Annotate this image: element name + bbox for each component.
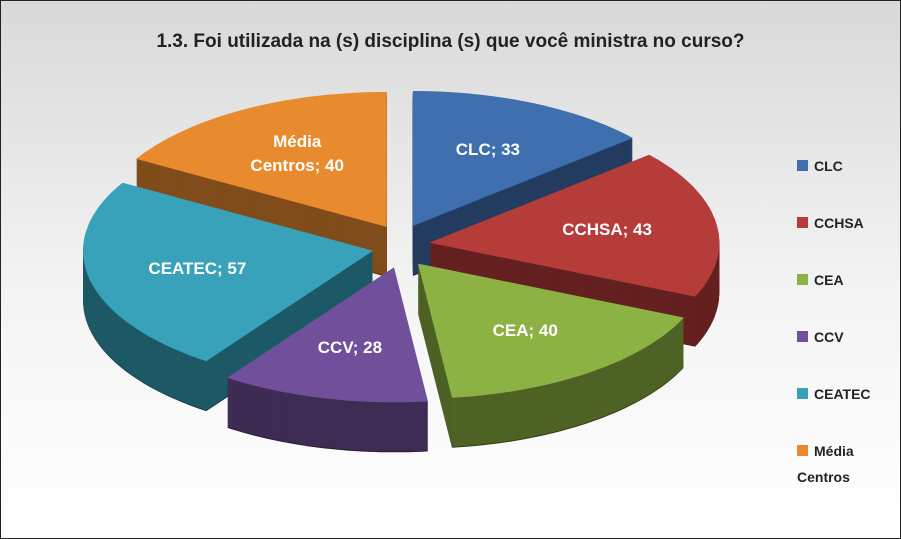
legend-label: Média Centros: [797, 443, 854, 485]
legend-entry: CCV: [797, 324, 887, 350]
data-label: Média Centros; 40: [250, 132, 344, 176]
data-label: CCV; 28: [317, 338, 383, 358]
data-label: CEA; 40: [492, 320, 558, 340]
data-label: CEATEC; 57: [148, 258, 247, 278]
legend-label: CLC: [814, 158, 843, 174]
legend-swatch: [797, 217, 808, 228]
legend-label: CCV: [814, 329, 844, 345]
data-label: CCHSA; 43: [562, 220, 652, 240]
legend-swatch: [797, 274, 808, 285]
legend-label: CEATEC: [814, 386, 871, 402]
legend-swatch: [797, 331, 808, 342]
slice: [136, 91, 387, 227]
slice: [227, 267, 428, 403]
legend-swatch: [797, 388, 808, 399]
slice: [412, 91, 633, 227]
chart-title: 1.3. Foi utilizada na (s) disciplina (s)…: [156, 31, 745, 52]
slice: [429, 154, 720, 297]
legend-entry: Média Centros: [797, 438, 887, 490]
data-label: CLC; 33: [455, 139, 521, 159]
legend-entry: CEATEC: [797, 381, 887, 407]
slice: [83, 182, 374, 362]
legend-entry: CLC: [797, 153, 887, 179]
legend-swatch: [797, 160, 808, 171]
legend-swatch: [797, 445, 808, 456]
legend-entry: CCHSA: [797, 210, 887, 236]
legend-label: CEA: [814, 272, 844, 288]
legend-entry: CEA: [797, 267, 887, 293]
slice: [418, 263, 684, 398]
legend-label: CCHSA: [814, 215, 864, 231]
